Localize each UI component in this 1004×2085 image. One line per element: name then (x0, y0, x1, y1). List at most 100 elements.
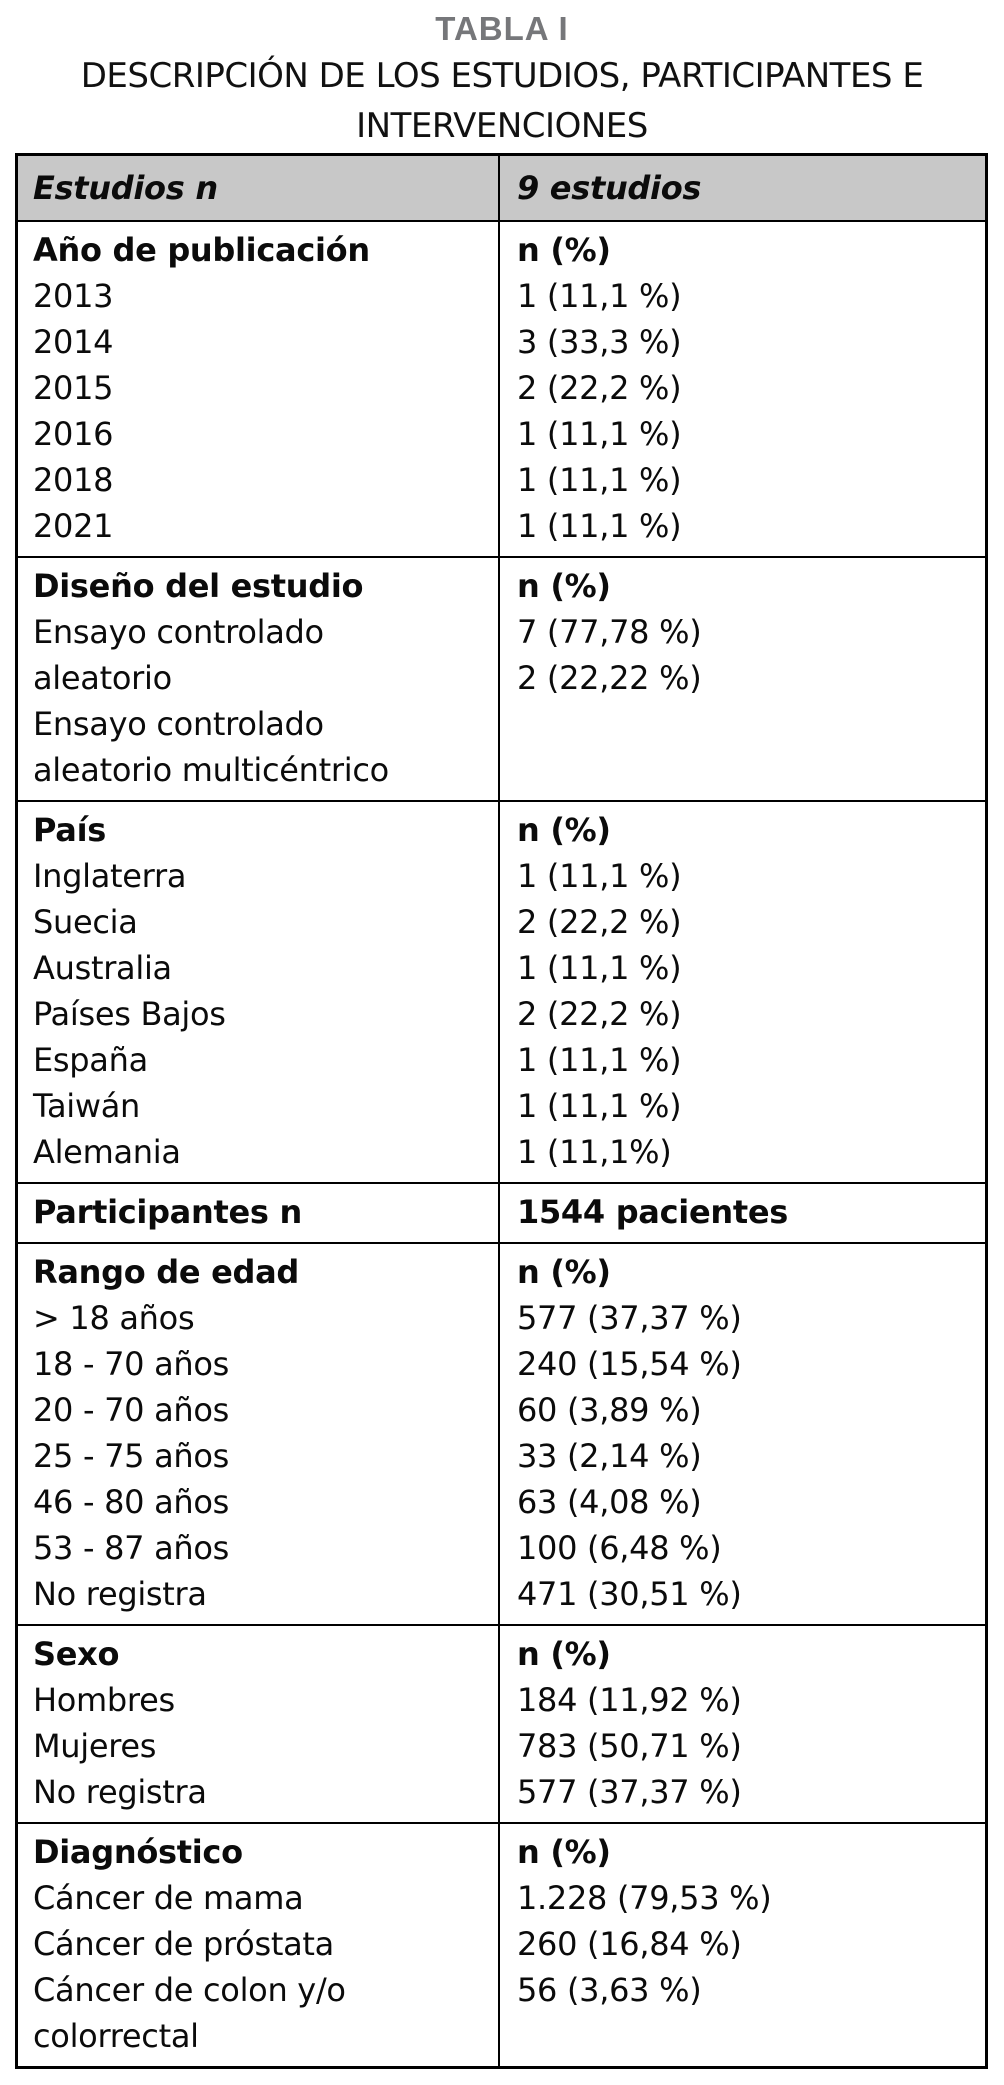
section-right-cell: n (%) 577 (37,37 %) 240 (15,54 %) 60 (3,89 … (500, 1244, 985, 1624)
section-item: Suecia (33, 903, 138, 941)
section-item: 46 - 80 años (33, 1483, 230, 1521)
section-value: 2 (22,2 %) (517, 369, 682, 407)
section-value: 577 (37,37 %) (517, 1299, 742, 1337)
section-left-cell: Sexo Hombres Mujeres No registra (18, 1626, 500, 1822)
section-item: 2016 (33, 415, 114, 453)
section-value: 3 (33,3 %) (517, 323, 682, 361)
section-right-cell: n (%) 1.228 (79,53 %) 260 (16,84 %) 56 (3,6… (500, 1824, 985, 2066)
section-item: Australia (33, 949, 172, 987)
section-value: 1 (11,1 %) (517, 1041, 682, 1079)
section-value-header: 1544 pacientes (517, 1193, 788, 1231)
title-block: TABLA I DESCRIPCIÓN DE LOS ESTUDIOS, PAR… (0, 0, 1004, 151)
table-header-left-label: Estudios n (33, 169, 218, 207)
section-value: 184 (11,92 %) (517, 1681, 742, 1719)
section-item: 25 - 75 años (33, 1437, 230, 1475)
table-section: País Inglaterra Suecia Australia Países Bajo… (18, 802, 985, 1184)
section-item: Cáncer de próstata (33, 1925, 334, 1963)
section-value-header: n (%) (517, 1635, 611, 1673)
section-item: Taiwán (33, 1087, 141, 1125)
section-value: 1 (11,1 %) (517, 857, 682, 895)
section-value: 63 (4,08 %) (517, 1483, 702, 1521)
section-left-cell: País Inglaterra Suecia Australia Países Bajo… (18, 802, 500, 1182)
section-item: Alemania (33, 1133, 181, 1171)
section-item: 2021 (33, 507, 114, 545)
section-value: 2 (22,22 %) (517, 659, 702, 697)
section-item: > 18 años (33, 1299, 195, 1337)
table-sections: Año de publicación 2013 2014 2015 2016 2018 20… (18, 222, 985, 2066)
section-value-header: n (%) (517, 1833, 611, 1871)
section-label: Participantes n (33, 1193, 302, 1231)
section-value: 1 (11,1 %) (517, 277, 682, 315)
section-value: 1 (11,1 %) (517, 507, 682, 545)
section-item: Cáncer de colon y/o (33, 1971, 346, 2009)
section-item: Ensayo controlado (33, 705, 324, 743)
section-value: 1 (11,1 %) (517, 415, 682, 453)
section-value: 1.228 (79,53 %) (517, 1879, 772, 1917)
section-left-cell: Participantes n (18, 1184, 500, 1242)
table-header-right: 9 estudios (500, 156, 985, 220)
section-item: Cáncer de mama (33, 1879, 304, 1917)
section-value: 2 (22,2 %) (517, 995, 682, 1033)
section-label: Sexo (33, 1635, 120, 1673)
studies-table: Estudios n 9 estudios Año de publicación… (15, 153, 988, 2069)
section-right-cell: n (%) 1 (11,1 %) 3 (33,3 %) 2 (22,2 %) 1 (11… (500, 222, 985, 556)
section-value-header: n (%) (517, 1253, 611, 1291)
section-item: 2014 (33, 323, 114, 361)
section-left-cell: Diagnóstico Cáncer de mama Cáncer de próst… (18, 1824, 500, 2066)
table-title-line2: INTERVENCIONES (356, 106, 648, 146)
section-item: colorrectal (33, 2017, 199, 2055)
section-left-cell: Rango de edad > 18 años 18 - 70 años 20 - 7… (18, 1244, 500, 1624)
section-value: 471 (30,51 %) (517, 1575, 742, 1613)
section-value: 60 (3,89 %) (517, 1391, 702, 1429)
section-item: Inglaterra (33, 857, 187, 895)
section-value: 7 (77,78 %) (517, 613, 702, 651)
section-item: 2013 (33, 277, 114, 315)
section-value: 100 (6,48 %) (517, 1529, 722, 1567)
section-item: España (33, 1041, 148, 1079)
section-right-cell: n (%) 184 (11,92 %) 783 (50,71 %) 577 (37,3… (500, 1626, 985, 1822)
table-section: Año de publicación 2013 2014 2015 2016 2018 20… (18, 222, 985, 558)
section-value: 56 (3,63 %) (517, 1971, 702, 2009)
section-value: 2 (22,2 %) (517, 903, 682, 941)
section-value: 1 (11,1%) (517, 1133, 672, 1171)
section-item: Hombres (33, 1681, 175, 1719)
section-value: 783 (50,71 %) (517, 1727, 742, 1765)
section-right-cell: n (%) 7 (77,78 %) 2 (22,22 %) (500, 558, 985, 800)
section-item: Países Bajos (33, 995, 226, 1033)
section-right-cell: n (%) 1 (11,1 %) 2 (22,2 %) 1 (11,1 %) 2 (22… (500, 802, 985, 1182)
table-section: Sexo Hombres Mujeres No registra n (%) 184 (1… (18, 1626, 985, 1824)
section-item: Ensayo controlado (33, 613, 324, 651)
section-value: 1 (11,1 %) (517, 461, 682, 499)
table-section: Rango de edad > 18 años 18 - 70 años 20 - 7… (18, 1244, 985, 1626)
section-value: 260 (16,84 %) (517, 1925, 742, 1963)
table-header-right-label: 9 estudios (517, 169, 702, 207)
section-left-cell: Año de publicación 2013 2014 2015 2016 2018 20… (18, 222, 500, 556)
section-value-header: n (%) (517, 231, 611, 269)
section-item: No registra (33, 1773, 207, 1811)
section-left-cell: Diseño del estudio Ensayo controlado aleat… (18, 558, 500, 800)
table-title-line1: DESCRIPCIÓN DE LOS ESTUDIOS, PARTICIPANT… (80, 56, 924, 96)
table-header-row: Estudios n 9 estudios (18, 156, 985, 222)
table-section: Diseño del estudio Ensayo controlado aleat… (18, 558, 985, 802)
section-item: 53 - 87 años (33, 1529, 230, 1567)
section-value: 1 (11,1 %) (517, 949, 682, 987)
table-section: Diagnóstico Cáncer de mama Cáncer de próst… (18, 1824, 985, 2066)
section-label: Rango de edad (33, 1253, 300, 1291)
section-value: 1 (11,1 %) (517, 1087, 682, 1125)
section-label: Diagnóstico (33, 1833, 243, 1871)
section-item: 2018 (33, 461, 114, 499)
section-label: Diseño del estudio (33, 567, 364, 605)
section-item: 20 - 70 años (33, 1391, 230, 1429)
section-value-header: n (%) (517, 811, 611, 849)
section-value: 240 (15,54 %) (517, 1345, 742, 1383)
section-label: País (33, 811, 107, 849)
section-value: 577 (37,37 %) (517, 1773, 742, 1811)
table-header-left: Estudios n (18, 156, 500, 220)
section-item: 2015 (33, 369, 114, 407)
table-kicker: TABLA I (435, 10, 569, 47)
section-item: 18 - 70 años (33, 1345, 230, 1383)
section-value-header: n (%) (517, 567, 611, 605)
section-value: 33 (2,14 %) (517, 1437, 702, 1475)
table-section: Participantes n 1544 pacientes (18, 1184, 985, 1244)
